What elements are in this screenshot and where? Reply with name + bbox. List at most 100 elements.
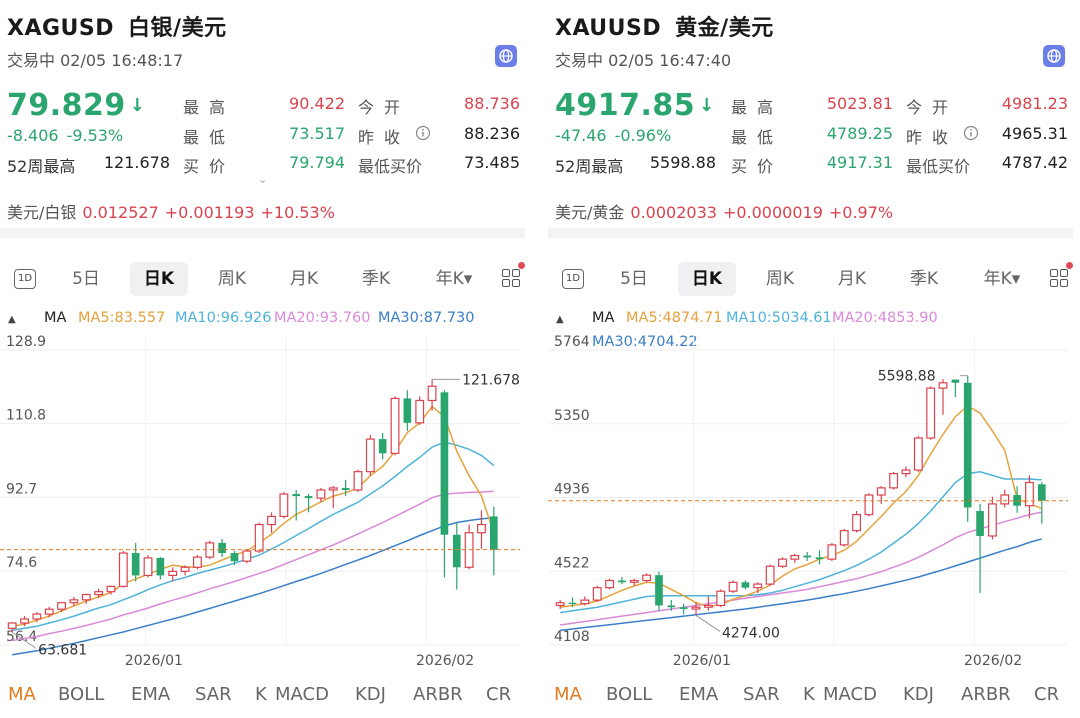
tab-weekly-k[interactable]: 周K	[217, 269, 247, 289]
tab-intraday-icon[interactable]: 1D	[14, 269, 36, 289]
candle-body	[180, 566, 190, 572]
prev-close-value: 4965.31	[1001, 124, 1068, 143]
min-pointer	[11, 631, 37, 649]
tab-weekly-k[interactable]: 周K	[765, 269, 795, 289]
ma10-line	[560, 471, 1042, 614]
candle-body	[703, 604, 713, 608]
candlestick-chart[interactable]: 5764 5350 4936 4522 4108 2026/01 2026/02 5598.8…	[548, 334, 1073, 670]
grid-menu-icon[interactable]	[502, 269, 522, 289]
inverse-percent: +10.53%	[260, 203, 335, 222]
x-axis-label: 2026/02	[416, 653, 474, 669]
open-value: 88.736	[464, 94, 520, 113]
tab-monthly-k[interactable]: 月K	[289, 269, 319, 289]
ind-arbr[interactable]: ARBR	[961, 684, 1011, 705]
y-axis-label: 5764	[554, 335, 590, 350]
candle-body	[118, 552, 128, 588]
candle-body	[691, 606, 701, 610]
candle-body	[7, 622, 17, 629]
candle-body	[57, 602, 67, 610]
candle-body	[403, 398, 412, 423]
ind-boll[interactable]: BOLL	[58, 684, 105, 705]
high-value: 90.422	[289, 94, 345, 113]
last-price: 4917.85 ↓	[555, 88, 715, 123]
change-value: -8.406	[7, 126, 59, 145]
candle-body	[304, 496, 313, 499]
candle-body	[555, 602, 565, 607]
gold-panel: XAUUSD 黄金/美元 交易中 02/05 16:47:40 4917.85 ↓ …	[548, 0, 1073, 718]
candle-body	[839, 530, 849, 546]
candle-body	[889, 473, 899, 489]
silver-panel: XAGUSD 白银/美元 交易中 02/05 16:48:17 79.829 ↓ -…	[0, 0, 525, 718]
y-axis-label: 4936	[554, 482, 590, 498]
y-axis-label: 110.8	[6, 408, 46, 424]
info-icon[interactable]	[963, 125, 979, 141]
ind-macd[interactable]: MACD	[823, 684, 877, 705]
ind-cr[interactable]: CR	[1034, 684, 1060, 705]
candle-body	[629, 579, 639, 583]
grid-menu-icon[interactable]	[1050, 269, 1070, 289]
candle-body	[642, 574, 652, 582]
candle-body	[827, 544, 837, 560]
tab-quarterly-k[interactable]: 季K	[909, 269, 939, 289]
price-value: 4917.85	[555, 88, 696, 123]
ind-ma[interactable]: MA	[8, 684, 36, 705]
candle-body	[106, 585, 116, 593]
globe-icon[interactable]	[495, 45, 517, 67]
ind-kdj[interactable]: KDJ	[355, 684, 386, 705]
ind-k[interactable]: K	[255, 684, 267, 705]
tab-daily-k[interactable]: 日K	[130, 262, 188, 296]
candle-body	[440, 392, 449, 535]
ind-k[interactable]: K	[803, 684, 815, 705]
collapse-triangle-icon[interactable]: ▲	[8, 314, 16, 325]
ind-arbr[interactable]: ARBR	[413, 684, 463, 705]
ind-kdj[interactable]: KDJ	[903, 684, 934, 705]
y-axis-label: 5350	[554, 408, 590, 424]
symbol-name: 白银/美元	[128, 16, 227, 41]
bid-value: 79.794	[289, 153, 345, 172]
tab-yearly-k[interactable]: 年K▾	[983, 269, 1021, 289]
min-label: 4274.00	[722, 625, 780, 641]
ind-macd[interactable]: MACD	[275, 684, 329, 705]
prev-close-label: 昨收	[906, 128, 959, 147]
candle-body	[765, 565, 775, 585]
candle-body	[365, 438, 375, 473]
min-label: 63.681	[38, 642, 87, 658]
inverse-percent: +0.97%	[828, 203, 894, 222]
candle-body	[876, 487, 886, 496]
expand-chevron-icon[interactable]: ⌄	[258, 173, 268, 186]
ind-ma[interactable]: MA	[554, 684, 582, 705]
candle-body	[390, 397, 400, 454]
candle-body	[328, 487, 338, 491]
tab-yearly-k[interactable]: 年K▾	[435, 269, 473, 289]
week52-high: 52周最高	[555, 153, 623, 177]
ind-sar[interactable]: SAR	[743, 684, 780, 705]
candle-body	[963, 382, 972, 508]
info-icon[interactable]	[415, 125, 431, 141]
ind-ema[interactable]: EMA	[131, 684, 171, 705]
globe-icon[interactable]	[1043, 45, 1065, 67]
candle-body	[655, 575, 663, 606]
ind-cr[interactable]: CR	[486, 684, 512, 705]
candlestick-chart[interactable]: 128.9 110.8 92.7 74.6 56.4 2026/01 2026/02 121.…	[0, 334, 525, 670]
ind-sar[interactable]: SAR	[195, 684, 232, 705]
tab-monthly-k[interactable]: 月K	[837, 269, 867, 289]
last-price: 79.829 ↓	[7, 88, 145, 123]
tab-5d[interactable]: 5日	[620, 269, 648, 289]
candle-body	[741, 582, 750, 588]
candle-body	[254, 523, 264, 552]
tab-intraday-icon[interactable]: 1D	[562, 269, 584, 289]
x-axis-label: 2026/01	[673, 653, 731, 669]
candle-body	[778, 558, 787, 567]
ind-boll[interactable]: BOLL	[606, 684, 653, 705]
section-divider	[548, 228, 1073, 238]
candle-body	[1025, 481, 1034, 507]
tab-daily-k[interactable]: 日K	[678, 262, 736, 296]
tab-5d[interactable]: 5日	[72, 269, 100, 289]
candle-body	[20, 618, 29, 624]
tab-quarterly-k[interactable]: 季K	[361, 269, 391, 289]
collapse-triangle-icon[interactable]: ▲	[556, 314, 564, 325]
ma5-value: MA5:4874.71	[626, 310, 723, 326]
ma10-value: MA10:96.926	[175, 310, 272, 326]
ind-ema[interactable]: EMA	[679, 684, 719, 705]
min-bid-label: 最低买价	[906, 157, 971, 176]
